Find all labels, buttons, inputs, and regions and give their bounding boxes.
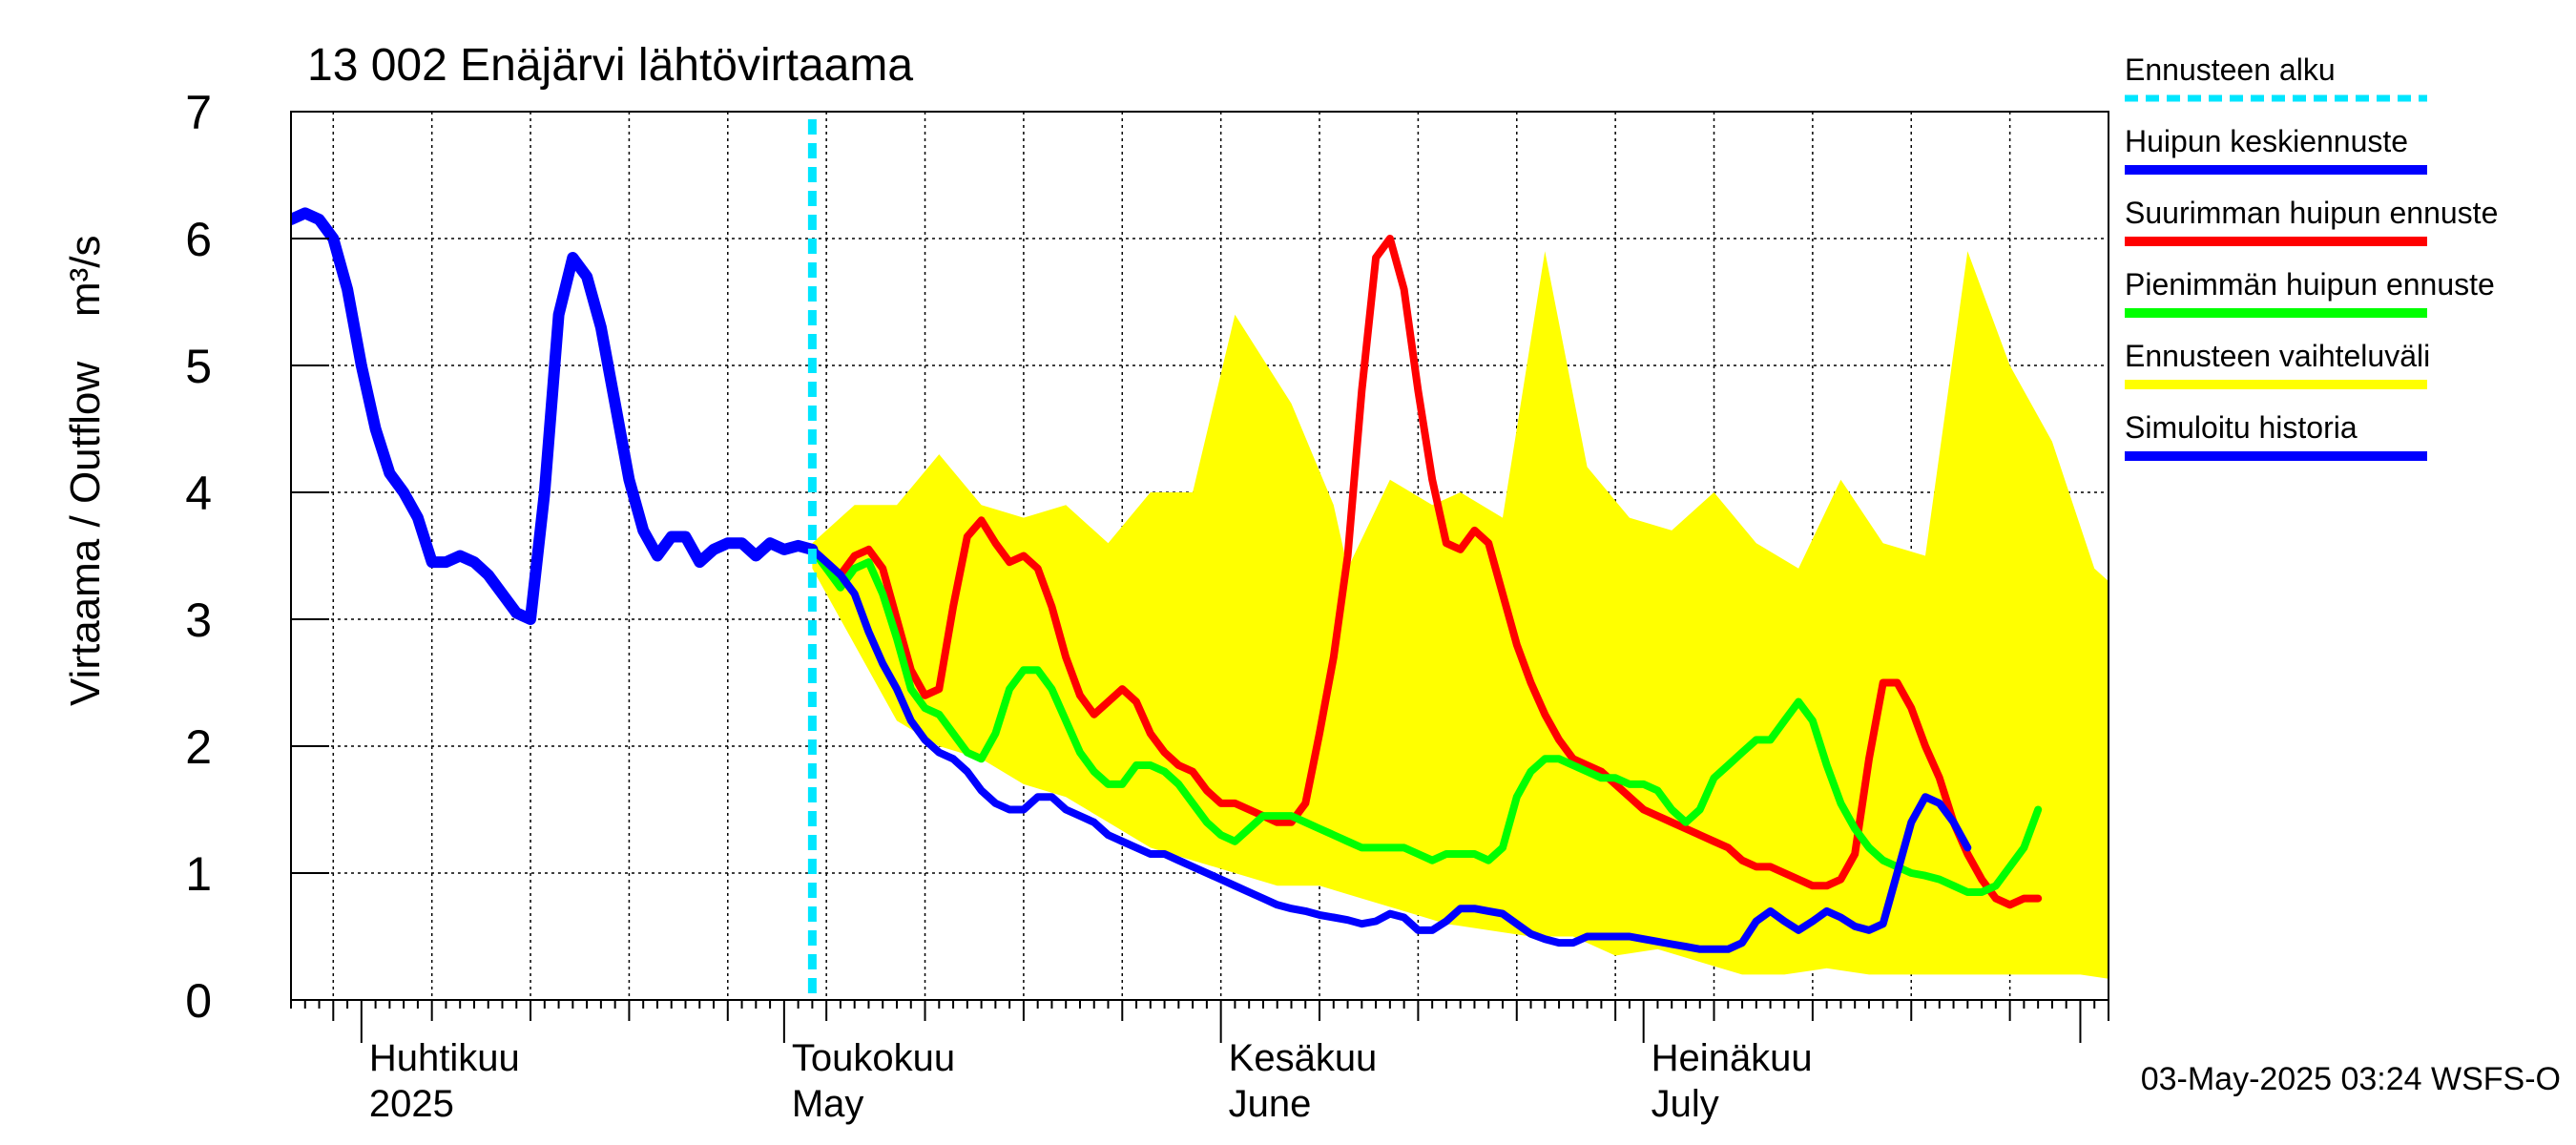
footer-timestamp: 03-May-2025 03:24 WSFS-O [2141, 1061, 2561, 1097]
month-label-2: Kesäkuu [1229, 1037, 1378, 1079]
month-label-3: Heinäkuu [1652, 1037, 1813, 1079]
legend-label-1: Huipun keskiennuste [2125, 124, 2408, 158]
y-axis-title: Virtaama / Outflow [62, 362, 109, 706]
legend-label-4: Ennusteen vaihteluväli [2125, 339, 2430, 373]
y-tick-label-5: 5 [185, 340, 212, 393]
y-tick-label-0: 0 [185, 974, 212, 1028]
month-label-1: Toukokuu [792, 1037, 955, 1079]
series-line-3 [808, 545, 1972, 953]
y-axis-unit: m³/s [62, 235, 109, 317]
y-tick-label-2: 2 [185, 720, 212, 774]
series-line-1 [808, 235, 2043, 909]
y-tick-label-3: 3 [185, 593, 212, 647]
y-tick-label-7: 7 [185, 86, 212, 139]
legend-label-0: Ennusteen alku [2125, 52, 2336, 87]
series-line-2 [808, 545, 2043, 896]
forecast-range-band [812, 251, 2109, 979]
month-sublabel-2: June [1229, 1083, 1312, 1125]
month-sublabel-1: May [792, 1083, 864, 1125]
plot-frame [290, 111, 2109, 1001]
month-label-0: Huhtikuu [369, 1037, 520, 1079]
month-sublabel-0: 2025 [369, 1083, 454, 1125]
series-line-0 [291, 207, 819, 625]
plot-content [291, 112, 2109, 1000]
plot-area: 01234567Huhtikuu2025ToukokuuMayKesäkuuJu… [185, 86, 2109, 1125]
y-tick-label-6: 6 [185, 213, 212, 266]
legend-label-3: Pienimmän huipun ennuste [2125, 267, 2495, 302]
legend: Ennusteen alku Huipun keskiennuste Suurimm… [2125, 52, 2498, 461]
chart-title: 13 002 Enäjärvi lähtövirtaama [307, 40, 913, 91]
y-axis-label: Virtaama / Outflow m³/s [62, 235, 109, 706]
y-tick-label-4: 4 [185, 467, 212, 520]
legend-label-2: Suurimman huipun ennuste [2125, 196, 2498, 230]
legend-label-5: Simuloitu historia [2125, 410, 2358, 445]
month-sublabel-3: July [1652, 1083, 1719, 1125]
y-tick-label-1: 1 [185, 847, 212, 901]
